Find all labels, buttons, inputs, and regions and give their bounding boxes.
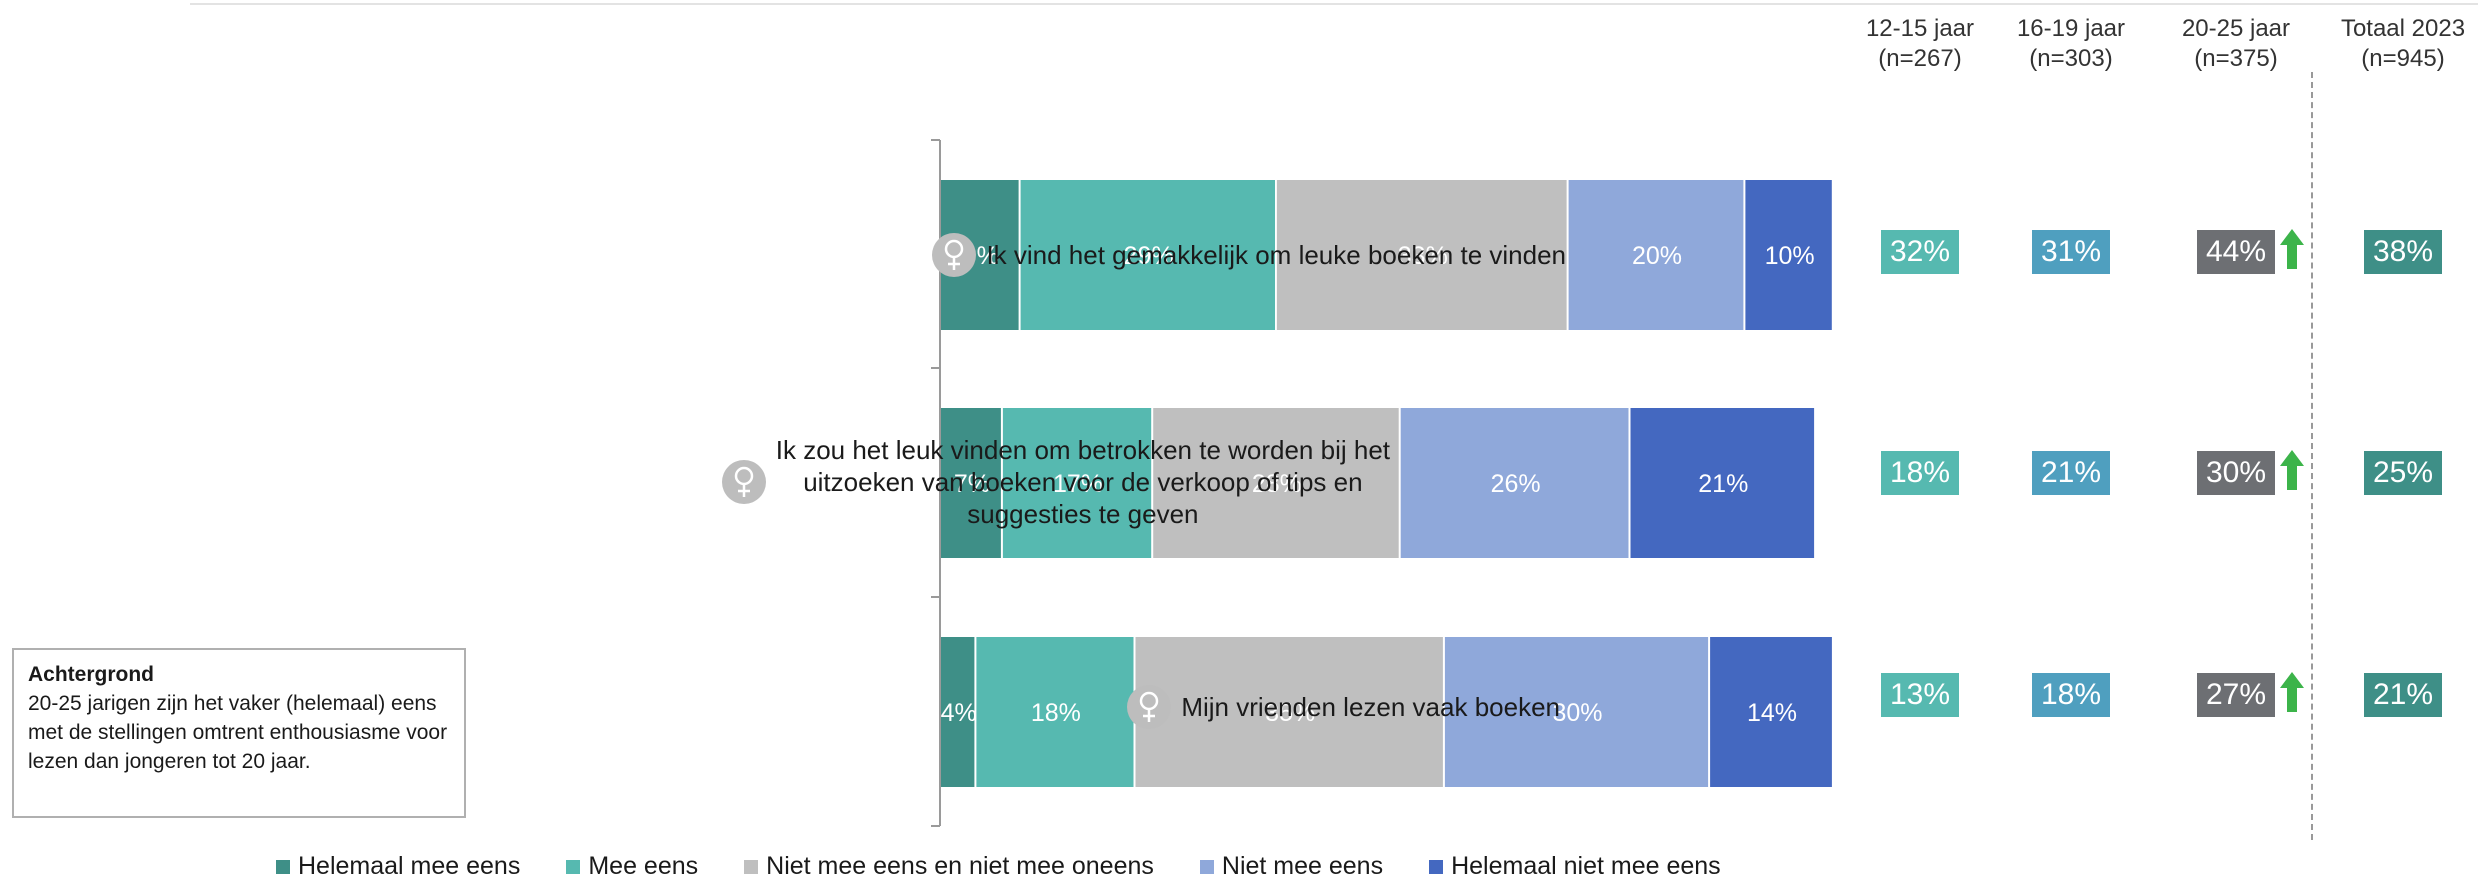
total-column-divider: [2311, 72, 2313, 840]
up-arrow-icon: [2279, 228, 2305, 270]
legend-label: Helemaal niet mee eens: [1451, 852, 1721, 881]
percentage-badge: 31%: [2032, 230, 2110, 274]
bar-value-label: 26%: [1491, 470, 1541, 498]
legend-label: Helemaal mee eens: [298, 852, 520, 881]
question-label-line: Mijn vrienden lezen vaak boeken: [1181, 691, 1560, 723]
bar-value-label: 18%: [1031, 699, 1081, 727]
chart-legend: Helemaal mee eens Mee eens Niet mee eens e…: [276, 852, 1767, 881]
percentage-badge: 18%: [1881, 451, 1959, 495]
background-note: Achtergrond 20-25 jarigen zijn het vaker…: [12, 648, 466, 818]
column-title: Totaal 2023: [2323, 14, 2478, 44]
legend-swatch: [1200, 860, 1214, 874]
question-row: Mijn vrienden lezen vaak boeken: [1127, 685, 1560, 729]
column-header: Totaal 2023 (n=945): [2323, 14, 2478, 74]
question-label-line: Ik zou het leuk vinden om betrokken te w…: [776, 434, 1390, 466]
bar-value-label: 14%: [1747, 699, 1797, 727]
column-header: 12-15 jaar (n=267): [1840, 14, 2000, 74]
question-label-line: uitzoeken van boeken voor de verkoop of …: [776, 466, 1390, 498]
question-row: Ik vind het gemakkelijk om leuke boeken …: [932, 233, 1566, 277]
percentage-badge: 27%: [2197, 673, 2275, 717]
legend-item: Helemaal niet mee eens: [1429, 852, 1721, 881]
percentage-badge: 21%: [2364, 673, 2442, 717]
column-header: 16-19 jaar (n=303): [1991, 14, 2151, 74]
percentage-badge: 21%: [2032, 451, 2110, 495]
percentage-badge: 13%: [1881, 673, 1959, 717]
female-icon: [1127, 685, 1171, 729]
bar-value-label: 20%: [1632, 242, 1682, 270]
legend-item: Helemaal mee eens: [276, 852, 520, 881]
column-sample-size: (n=303): [1991, 44, 2151, 74]
note-title: Achtergrond: [28, 660, 450, 689]
question-label-line: suggesties te geven: [776, 498, 1390, 530]
percentage-badge: 18%: [2032, 673, 2110, 717]
up-arrow-icon: [2279, 671, 2305, 713]
percentage-badge: 44%: [2197, 230, 2275, 274]
column-title: 20-25 jaar: [2156, 14, 2316, 44]
legend-swatch: [744, 860, 758, 874]
bar-value-label: 21%: [1698, 470, 1748, 498]
column-sample-size: (n=267): [1840, 44, 2000, 74]
question-label: Ik vind het gemakkelijk om leuke boeken …: [986, 239, 1566, 271]
female-icon: [932, 233, 976, 277]
column-title: 12-15 jaar: [1840, 14, 2000, 44]
column-sample-size: (n=945): [2323, 44, 2478, 74]
legend-label: Mee eens: [588, 852, 698, 881]
question-label: Mijn vrienden lezen vaak boeken: [1181, 691, 1560, 723]
female-icon: [722, 460, 766, 504]
column-sample-size: (n=375): [2156, 44, 2316, 74]
percentage-badge: 38%: [2364, 230, 2442, 274]
column-title: 16-19 jaar: [1991, 14, 2151, 44]
legend-swatch: [1429, 860, 1443, 874]
legend-label: Niet mee eens en niet mee oneens: [766, 852, 1154, 881]
percentage-badge: 25%: [2364, 451, 2442, 495]
legend-item: Niet mee eens: [1200, 852, 1383, 881]
column-header: 20-25 jaar (n=375): [2156, 14, 2316, 74]
note-text: 20-25 jarigen zijn het vaker (helemaal) …: [28, 692, 447, 773]
legend-item: Niet mee eens en niet mee oneens: [744, 852, 1154, 881]
question-label-line: Ik vind het gemakkelijk om leuke boeken …: [986, 239, 1566, 271]
legend-item: Mee eens: [566, 852, 698, 881]
legend-swatch: [276, 860, 290, 874]
bar-value-label: 4%: [941, 699, 977, 727]
legend-swatch: [566, 860, 580, 874]
question-label: Ik zou het leuk vinden om betrokken te w…: [776, 434, 1390, 530]
percentage-badge: 32%: [1881, 230, 1959, 274]
percentage-badge: 30%: [2197, 451, 2275, 495]
up-arrow-icon: [2279, 449, 2305, 491]
bar-value-label: 10%: [1765, 242, 1815, 270]
legend-label: Niet mee eens: [1222, 852, 1383, 881]
question-row: Ik zou het leuk vinden om betrokken te w…: [722, 434, 1390, 530]
